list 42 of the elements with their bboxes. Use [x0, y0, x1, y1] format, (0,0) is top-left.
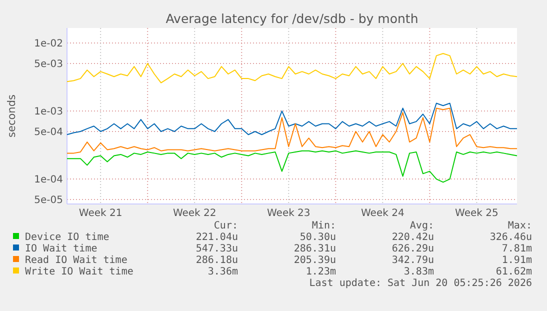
text: Max:: [508, 220, 532, 232]
text: 626.29u: [392, 244, 434, 254]
legend-label: Device IO time: [25, 232, 110, 243]
line-series: [66, 102, 518, 136]
text: 3.36m: [208, 266, 238, 278]
text: Last update: Sat Jun 20 05:25:26 2026: [309, 278, 532, 289]
y-tick-label: 5e-05: [34, 195, 63, 206]
y-tick-label: 1e-02: [34, 38, 63, 50]
x-tick-label: Week 25: [455, 208, 498, 219]
text: 220.42u: [392, 232, 434, 243]
text: 286.31u: [294, 244, 336, 254]
text: 221.04u: [196, 232, 238, 243]
legend-label: Read IO Wait time: [25, 255, 128, 266]
text: 7.81m: [502, 244, 532, 254]
legend-label: Write IO Wait time: [25, 266, 134, 278]
line-series: [66, 150, 518, 183]
text: Min:: [312, 220, 336, 232]
text: 1.23m: [306, 266, 336, 278]
text: 1.91m: [502, 255, 532, 266]
line-series: [66, 53, 518, 84]
x-tick-label: Week 21: [78, 208, 122, 219]
text: Avg:: [410, 220, 434, 232]
text: 342.79u: [392, 255, 434, 266]
text: 205.39u: [294, 255, 336, 266]
x-tick-label: Week 23: [266, 208, 310, 219]
line-series: [66, 108, 518, 154]
y-tick-label: 5e-03: [34, 58, 63, 70]
text: 286.18u: [196, 255, 238, 266]
y-tick-label: 1e-03: [34, 106, 63, 118]
text: 3.83m: [404, 266, 434, 278]
y-axis-title: seconds: [6, 94, 18, 138]
x-tick-label: Week 24: [361, 208, 404, 219]
x-tick-label: Week 22: [172, 208, 216, 219]
y-tick-label: 1e-04: [34, 174, 63, 186]
y-tick-label: 5e-04: [34, 127, 63, 138]
text: 547.33u: [196, 244, 238, 254]
text: 326.46u: [490, 232, 532, 243]
text: 61.62m: [496, 266, 532, 278]
chart-title: Average latency for /dev/sdb - by month: [166, 11, 418, 26]
text: Cur:: [214, 220, 238, 232]
text: 50.30u: [300, 232, 336, 243]
legend-label: IO Wait time: [25, 244, 98, 254]
